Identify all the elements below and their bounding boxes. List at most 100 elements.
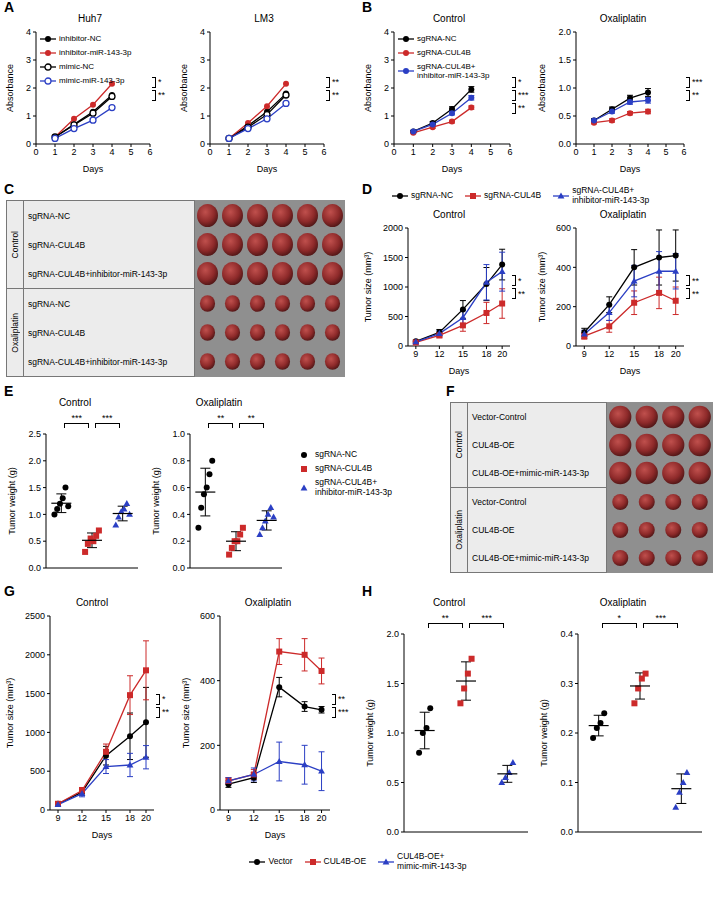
svg-text:0.2: 0.2 [560, 728, 573, 738]
svg-text:2: 2 [200, 83, 205, 93]
svg-text:Tumor size (mm³): Tumor size (mm³) [181, 678, 191, 749]
svg-text:4: 4 [283, 147, 288, 157]
svg-text:Days: Days [92, 830, 113, 840]
svg-text:18: 18 [654, 349, 664, 359]
svg-text:18: 18 [300, 813, 310, 823]
svg-text:1.5: 1.5 [386, 679, 399, 689]
svg-text:Days: Days [442, 164, 463, 174]
svg-text:0: 0 [573, 147, 578, 157]
svg-text:Tumor size (mm³): Tumor size (mm³) [537, 252, 547, 323]
svg-text:1500: 1500 [383, 253, 403, 263]
svg-text:15: 15 [274, 813, 284, 823]
svg-text:Absorbance: Absorbance [363, 64, 373, 112]
svg-text:Days: Days [449, 366, 470, 376]
svg-text:0.0: 0.0 [28, 563, 41, 573]
svg-text:6: 6 [507, 147, 512, 157]
svg-text:Days: Days [620, 164, 641, 174]
svg-text:20: 20 [317, 813, 327, 823]
svg-text:0.0: 0.0 [560, 827, 573, 837]
svg-text:2.0: 2.0 [386, 629, 399, 639]
svg-text:1: 1 [226, 147, 231, 157]
svg-text:2: 2 [26, 83, 31, 93]
svg-text:1.0: 1.0 [28, 510, 41, 520]
svg-text:Absorbance: Absorbance [179, 64, 189, 112]
svg-text:12: 12 [249, 813, 259, 823]
svg-text:20: 20 [141, 813, 151, 823]
svg-text:0.2: 0.2 [172, 536, 185, 546]
svg-text:1.0: 1.0 [172, 429, 185, 439]
svg-text:1.5: 1.5 [558, 55, 571, 65]
svg-text:9: 9 [413, 349, 418, 359]
svg-text:1.0: 1.0 [558, 83, 571, 93]
svg-text:1.5: 1.5 [28, 483, 41, 493]
svg-text:1: 1 [591, 147, 596, 157]
svg-text:6: 6 [147, 147, 152, 157]
svg-text:0: 0 [210, 805, 215, 815]
svg-text:0: 0 [40, 805, 45, 815]
svg-text:Days: Days [620, 366, 641, 376]
svg-text:2: 2 [609, 147, 614, 157]
svg-text:2: 2 [71, 147, 76, 157]
svg-text:2.0: 2.0 [558, 27, 571, 37]
svg-text:5: 5 [663, 147, 668, 157]
svg-text:4: 4 [384, 27, 389, 37]
svg-text:1: 1 [26, 111, 31, 121]
svg-text:3: 3 [264, 147, 269, 157]
svg-text:20: 20 [497, 349, 507, 359]
svg-text:2: 2 [384, 83, 389, 93]
svg-text:2: 2 [430, 147, 435, 157]
svg-text:9: 9 [226, 813, 231, 823]
svg-text:3: 3 [627, 147, 632, 157]
svg-text:9: 9 [55, 813, 60, 823]
svg-text:500: 500 [30, 766, 45, 776]
svg-text:2000: 2000 [383, 223, 403, 233]
svg-text:3: 3 [384, 55, 389, 65]
svg-text:5: 5 [128, 147, 133, 157]
svg-text:0.5: 0.5 [558, 111, 571, 121]
svg-text:1000: 1000 [25, 728, 45, 738]
svg-text:18: 18 [481, 349, 491, 359]
svg-text:2000: 2000 [25, 650, 45, 660]
svg-text:15: 15 [629, 349, 639, 359]
svg-text:Absorbance: Absorbance [537, 64, 547, 112]
svg-text:0.0: 0.0 [386, 827, 399, 837]
svg-text:0: 0 [33, 147, 38, 157]
svg-text:3: 3 [200, 55, 205, 65]
svg-text:0.3: 0.3 [560, 679, 573, 689]
svg-text:Tumor weight (g): Tumor weight (g) [365, 699, 375, 767]
svg-text:0: 0 [200, 139, 205, 149]
svg-text:1000: 1000 [383, 282, 403, 292]
svg-text:Tumor weight (g): Tumor weight (g) [539, 699, 549, 767]
svg-text:0.5: 0.5 [386, 778, 399, 788]
svg-text:20: 20 [671, 349, 681, 359]
svg-text:200: 200 [200, 741, 215, 751]
svg-text:2.0: 2.0 [28, 456, 41, 466]
svg-text:6: 6 [321, 147, 326, 157]
svg-text:12: 12 [434, 349, 444, 359]
svg-text:3: 3 [449, 147, 454, 157]
svg-text:400: 400 [556, 263, 571, 273]
svg-text:2.5: 2.5 [28, 429, 41, 439]
svg-text:12: 12 [604, 349, 614, 359]
svg-text:1.0: 1.0 [386, 728, 399, 738]
svg-text:0: 0 [207, 147, 212, 157]
svg-text:9: 9 [582, 349, 587, 359]
svg-text:0: 0 [566, 341, 571, 351]
svg-text:Tumor weight (g): Tumor weight (g) [151, 467, 161, 535]
svg-text:200: 200 [556, 302, 571, 312]
svg-text:0.4: 0.4 [560, 629, 573, 639]
svg-text:0.1: 0.1 [560, 778, 573, 788]
svg-text:1: 1 [384, 111, 389, 121]
svg-text:2: 2 [245, 147, 250, 157]
svg-text:4: 4 [26, 27, 31, 37]
svg-text:0: 0 [26, 139, 31, 149]
svg-text:4: 4 [645, 147, 650, 157]
svg-text:0.5: 0.5 [28, 536, 41, 546]
svg-text:600: 600 [556, 223, 571, 233]
svg-text:4: 4 [109, 147, 114, 157]
svg-text:18: 18 [125, 813, 135, 823]
svg-text:0.8: 0.8 [172, 456, 185, 466]
svg-text:Days: Days [257, 164, 278, 174]
svg-text:2500: 2500 [25, 611, 45, 621]
svg-text:400: 400 [200, 676, 215, 686]
